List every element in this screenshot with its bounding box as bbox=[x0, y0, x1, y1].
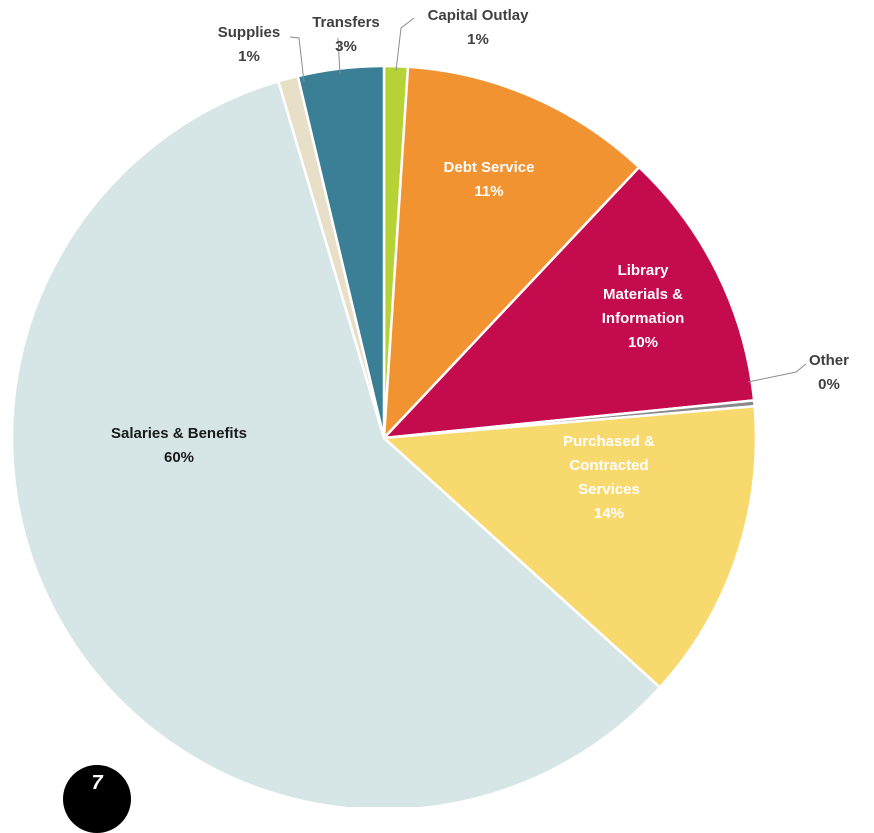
slice-label-capital-outlay: Capital Outlay 1% bbox=[428, 7, 530, 48]
slice-category-label: Salaries & Benefits bbox=[111, 425, 247, 442]
slice-value-label: 10% bbox=[628, 334, 658, 351]
slice-label-supplies: Supplies 1% bbox=[218, 24, 281, 65]
slice-category-label: Supplies bbox=[218, 24, 281, 41]
slice-category-label: Other bbox=[809, 352, 849, 369]
pie-slices bbox=[10, 64, 758, 807]
pie-chart: Capital Outlay 1% Debt Service 11% Library Ma… bbox=[10, 7, 849, 807]
pie-chart-svg: Capital Outlay 1% Debt Service 11% Library Ma… bbox=[10, 7, 849, 807]
pie-slice-transfers bbox=[296, 64, 386, 440]
slice-category-label: Contracted bbox=[569, 457, 648, 474]
slice-value-label: 14% bbox=[594, 505, 624, 522]
slice-category-label: Services bbox=[578, 481, 640, 498]
slice-label-text: Purchased & Contracted Services 14% bbox=[563, 433, 655, 522]
slice-label-text: Other 0% bbox=[809, 352, 849, 393]
slice-label-text: Supplies 1% bbox=[218, 24, 281, 65]
slice-category-label: Transfers bbox=[312, 14, 380, 31]
slice-category-label: Materials & bbox=[603, 286, 683, 303]
slice-value-label: 60% bbox=[164, 449, 194, 466]
slice-category-label: Debt Service bbox=[444, 159, 535, 176]
slice-value-label: 3% bbox=[335, 38, 357, 55]
slice-label-purchased-contracted-services: Purchased & Contracted Services 14% bbox=[563, 433, 655, 522]
slice-label-salaries-benefits: Salaries & Benefits 60% bbox=[111, 425, 247, 466]
page-number: 7 bbox=[91, 772, 103, 794]
leader-line-capital-outlay bbox=[395, 17, 415, 72]
leader-line-transfers bbox=[337, 37, 341, 75]
leader-line-supplies bbox=[289, 36, 305, 83]
slice-label-text: Capital Outlay 1% bbox=[428, 7, 530, 48]
slice-label-other: Other 0% bbox=[809, 352, 849, 393]
callout-leader-lines bbox=[289, 17, 807, 383]
leader-line-other bbox=[747, 363, 807, 383]
slice-value-label: 1% bbox=[467, 31, 489, 48]
pie-slice-debt-service bbox=[382, 65, 641, 440]
pie-slice-salaries-benefits bbox=[10, 80, 662, 807]
slice-label-text: Library Materials & Information 10% bbox=[602, 262, 685, 351]
slice-category-label: Library bbox=[618, 262, 670, 279]
slice-label-text: Debt Service 11% bbox=[444, 159, 535, 200]
slice-category-label: Capital Outlay bbox=[428, 7, 530, 24]
pie-labels: Capital Outlay 1% Debt Service 11% Library Ma… bbox=[111, 7, 849, 522]
pie-slice-library-materials-information bbox=[382, 166, 756, 440]
slice-category-label: Purchased & bbox=[563, 433, 655, 450]
page-number-badge: 7 bbox=[63, 765, 131, 833]
slice-label-transfers: Transfers 3% bbox=[312, 14, 380, 55]
slice-category-label: Information bbox=[602, 310, 685, 327]
slice-label-text: Salaries & Benefits 60% bbox=[111, 425, 247, 466]
slice-value-label: 11% bbox=[474, 183, 503, 200]
pie-slice-purchased-contracted-services bbox=[382, 404, 758, 689]
slice-value-label: 1% bbox=[238, 48, 260, 65]
slice-value-label: 0% bbox=[818, 376, 840, 393]
slice-label-library-materials-information: Library Materials & Information 10% bbox=[602, 262, 685, 351]
slice-label-text: Transfers 3% bbox=[312, 14, 380, 55]
slice-label-debt-service: Debt Service 11% bbox=[444, 159, 535, 200]
